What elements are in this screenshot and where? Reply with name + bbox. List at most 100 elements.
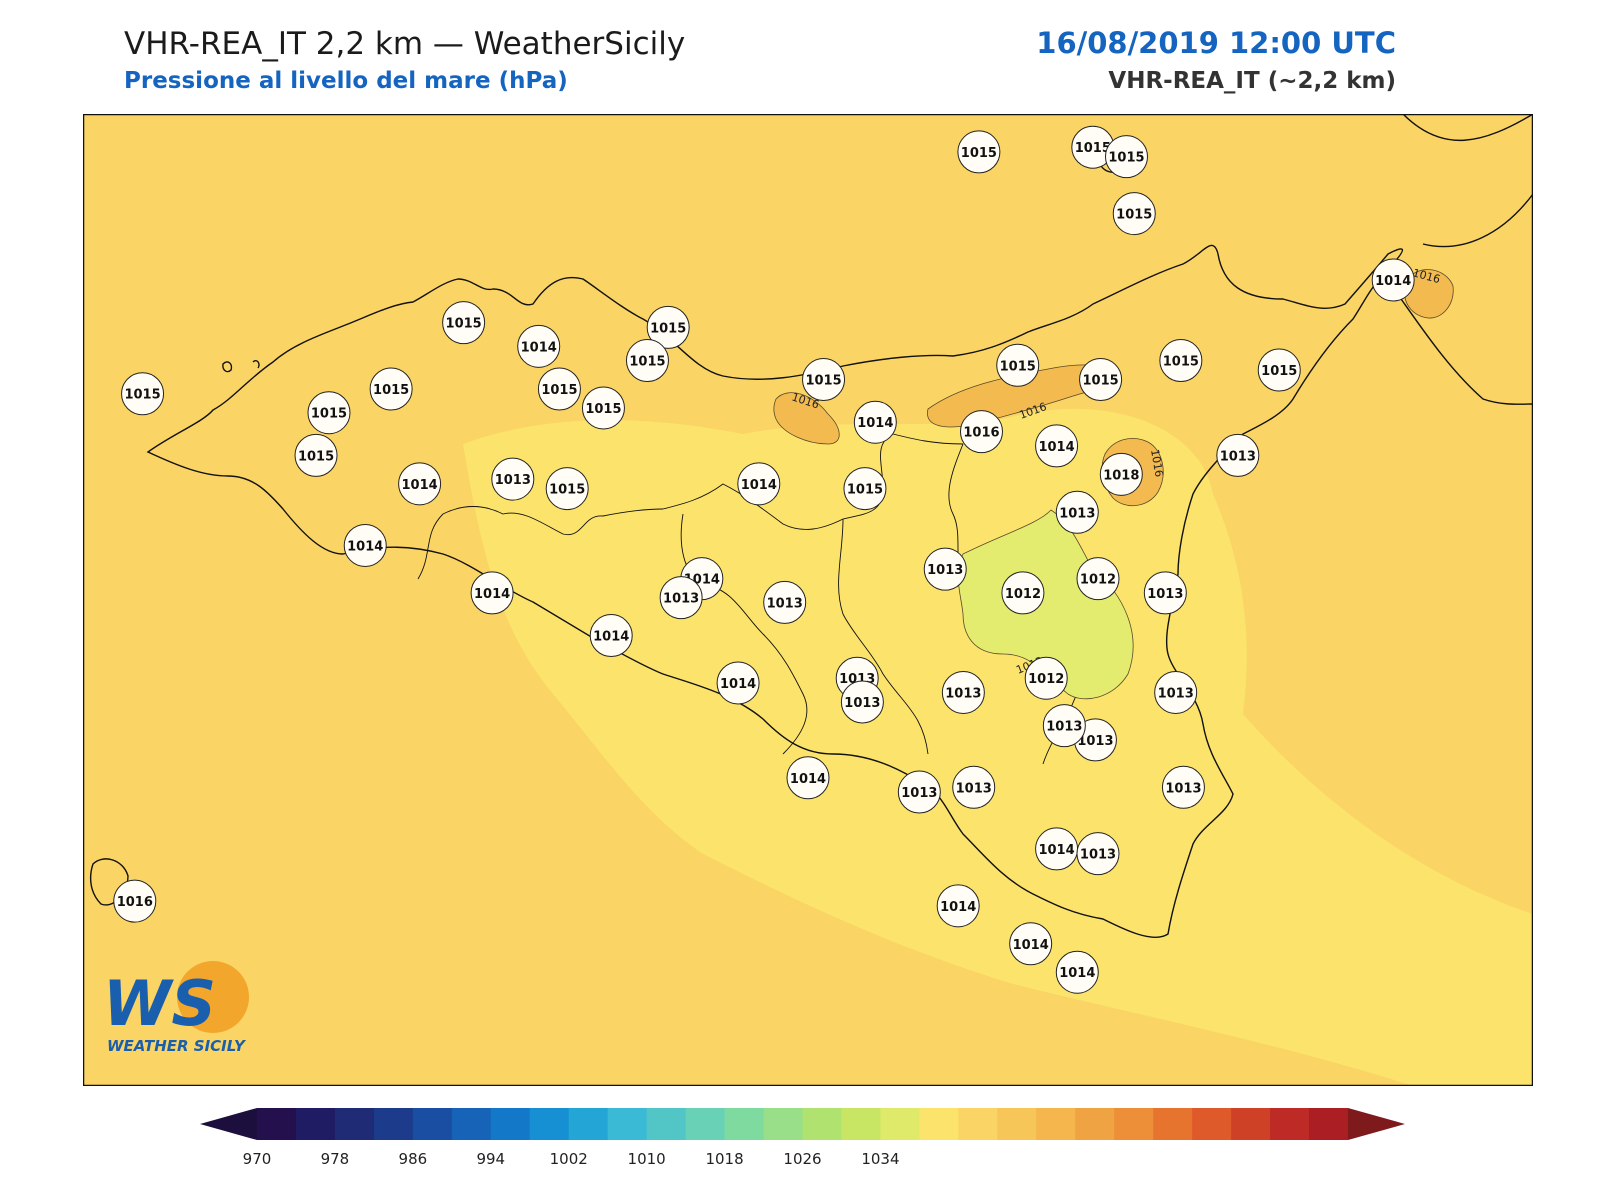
station-marker: 1015 — [545, 467, 589, 511]
station-marker: 1014 — [470, 571, 514, 615]
colorbar-cell — [1153, 1108, 1193, 1140]
station-pressure-label: 1018 — [1103, 468, 1139, 483]
station-circle — [470, 571, 514, 615]
station-circle — [786, 756, 830, 800]
station-pressure-label: 1014 — [940, 900, 976, 915]
station-circle — [1042, 704, 1086, 748]
station-circle — [1001, 571, 1045, 615]
station-pressure-label: 1013 — [663, 592, 699, 607]
station-marker: 1015 — [537, 367, 581, 411]
station-circle — [737, 462, 781, 506]
station-pressure-label: 1015 — [650, 321, 686, 336]
station-marker: 1013 — [923, 547, 967, 591]
station-pressure-label: 1015 — [805, 374, 841, 389]
colorbar-tick-label: 1034 — [861, 1150, 899, 1168]
station-marker: 1013 — [897, 770, 941, 814]
station-marker: 1014 — [1009, 922, 1053, 966]
station-marker: 1013 — [1042, 704, 1086, 748]
station-marker: 1012 — [1024, 656, 1068, 700]
station-marker: 1016 — [959, 410, 1003, 454]
station-marker: 1015 — [646, 305, 690, 349]
colorbar-cell — [685, 1108, 726, 1140]
station-circle — [294, 433, 338, 477]
map-frame — [83, 114, 1533, 1086]
station-marker: 1013 — [941, 670, 985, 714]
station-pressure-label: 1012 — [1028, 672, 1064, 687]
station-marker: 1015 — [121, 372, 165, 416]
station-circle — [625, 339, 669, 383]
station-pressure-label: 1014 — [741, 478, 777, 493]
station-circle — [1009, 922, 1053, 966]
weather-sicily-logo: WS WEATHER SICILY — [103, 961, 249, 1055]
station-circle — [936, 884, 980, 928]
station-circle — [843, 467, 887, 511]
mid-pressure-band — [463, 408, 1533, 1086]
station-pressure-label: 1013 — [1158, 686, 1194, 701]
station-marker: 1013 — [491, 457, 535, 501]
station-marker: 1015 — [1079, 358, 1123, 402]
colorbar-cell — [1036, 1108, 1076, 1140]
station-circle — [589, 614, 633, 658]
station-marker: 1013 — [952, 765, 996, 809]
station-marker: 1012 — [1076, 557, 1120, 601]
station-circle — [1112, 192, 1156, 236]
station-circle — [716, 661, 760, 705]
station-circle — [343, 523, 387, 567]
colorbar-cell — [919, 1108, 959, 1140]
station-pressure-label: 1014 — [790, 772, 826, 787]
station-marker: 1015 — [1071, 125, 1115, 169]
station-marker: 1016 — [113, 879, 157, 923]
station-pressure-label: 1015 — [1108, 151, 1144, 166]
colorbar-cell — [1192, 1108, 1232, 1140]
station-marker: 1015 — [1159, 339, 1203, 383]
station-marker: 1015 — [843, 467, 887, 511]
station-circle — [1099, 452, 1143, 496]
station-circle — [537, 367, 581, 411]
station-pressure-label: 1014 — [593, 630, 629, 645]
station-circle — [1154, 670, 1198, 714]
colorbar-tick-label: 986 — [399, 1150, 428, 1168]
station-pressure-label: 1013 — [956, 781, 992, 796]
station-pressure-label: 1015 — [446, 317, 482, 332]
station-circle — [545, 467, 589, 511]
colorbar-cell — [373, 1108, 414, 1140]
station-circle — [853, 400, 897, 444]
station-pressure-label: 1015 — [847, 483, 883, 498]
station-marker: 1015 — [802, 358, 846, 402]
colorbar-min-arrow — [200, 1108, 257, 1140]
station-pressure-label: 1013 — [1077, 734, 1113, 749]
colorbar-cell — [1309, 1108, 1349, 1140]
valid-datetime: 16/08/2019 12:00 UTC — [1036, 26, 1396, 60]
station-pressure-label: 1012 — [1080, 573, 1116, 588]
station-marker: 1013 — [1154, 670, 1198, 714]
colorbar-cell — [841, 1108, 881, 1140]
station-pressure-label: 1014 — [1038, 440, 1074, 455]
station-circle — [307, 391, 351, 435]
station-circle — [941, 670, 985, 714]
station-marker: 1014 — [398, 462, 442, 506]
station-pressure-label: 1013 — [767, 596, 803, 611]
station-circle — [1076, 557, 1120, 601]
station-pressure-label: 1014 — [474, 587, 510, 602]
contour-label-1016: 1016 — [1148, 448, 1166, 478]
station-marker: 1015 — [442, 301, 486, 345]
colorbar-cell — [1114, 1108, 1154, 1140]
station-circle — [398, 462, 442, 506]
station-pressure-label: 1015 — [298, 449, 334, 464]
station-circle — [957, 130, 1001, 174]
station-circle — [996, 343, 1040, 387]
station-marker: 1014 — [1035, 827, 1079, 871]
station-marker: 1014 — [853, 400, 897, 444]
station-marker: 1013 — [763, 580, 807, 624]
station-circle — [1076, 832, 1120, 876]
station-marker: 1014 — [343, 523, 387, 567]
station-circle — [369, 367, 413, 411]
station-marker: 1015 — [581, 386, 625, 430]
colorbar-cells — [257, 1108, 1349, 1140]
colorbar-tick-label: 994 — [476, 1150, 505, 1168]
colorbar-cell — [451, 1108, 492, 1140]
station-circle — [1216, 433, 1260, 477]
station-pressure-label: 1015 — [124, 388, 160, 403]
colorbar-tick-label: 1018 — [705, 1150, 743, 1168]
